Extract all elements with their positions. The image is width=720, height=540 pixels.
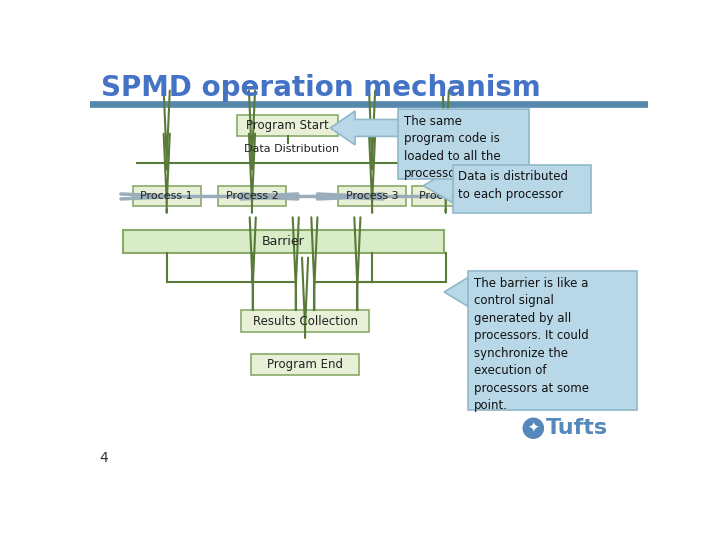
Polygon shape [330,111,423,145]
Circle shape [523,418,544,438]
Bar [251,354,359,375]
Bar [238,115,338,137]
Text: SPMD operation mechanism: SPMD operation mechanism [101,74,541,102]
Polygon shape [423,168,482,202]
Text: 4: 4 [99,450,108,464]
Bar [122,230,444,253]
Text: Data Distribution: Data Distribution [244,144,339,154]
Text: Barrier: Barrier [262,234,305,248]
Bar [412,186,480,206]
Text: Process 4: Process 4 [419,192,472,201]
Text: ✦: ✦ [528,421,539,435]
Polygon shape [444,275,496,309]
Text: Process 1: Process 1 [140,192,193,201]
Bar [90,102,648,107]
Bar [398,110,528,179]
Text: Process 3: Process 3 [346,192,398,201]
Bar [241,310,369,332]
Text: The same
program code is
loaded to all the
processors.: The same program code is loaded to all t… [404,115,500,180]
Text: Data is distributed
to each processor: Data is distributed to each processor [458,170,568,201]
Bar [338,186,406,206]
Text: Process 2: Process 2 [225,192,279,201]
Bar [132,186,201,206]
Text: Results Collection: Results Collection [253,315,358,328]
Text: Program End: Program End [267,358,343,371]
Text: The barrier is like a
control signal
generated by all
processors. It could
synch: The barrier is like a control signal gen… [474,276,589,412]
Bar [218,186,286,206]
Text: Tufts: Tufts [546,418,608,438]
Text: Program Start: Program Start [246,119,329,132]
Bar [468,271,637,410]
Bar [453,165,590,213]
